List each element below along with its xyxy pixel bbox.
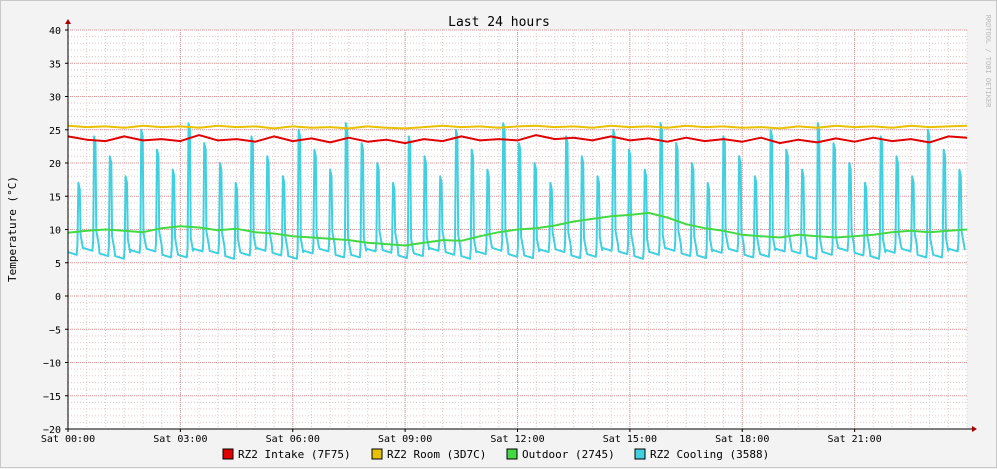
- legend-label-3: RZ2 Cooling (3588): [650, 448, 769, 461]
- series-line-0: [67, 134, 968, 145]
- x-tick-label: Sat 12:00: [490, 434, 544, 445]
- legend-swatch-3: [634, 448, 646, 460]
- y-tick-label: −20: [43, 425, 61, 436]
- y-tick-label: 0: [55, 292, 61, 303]
- legend-label-0: RZ2 Intake (7F75): [238, 448, 351, 461]
- y-tick-label: 40: [49, 26, 61, 37]
- rrdtool-watermark: RRDTOOL / TOBI OETIKER: [984, 15, 992, 109]
- y-tick-label: 10: [49, 226, 61, 237]
- legend-label-1: RZ2 Room (3D7C): [387, 448, 486, 461]
- x-tick-label: Sat 15:00: [603, 434, 657, 445]
- legend-swatch-1: [371, 448, 383, 460]
- y-axis-arrow: [65, 19, 71, 24]
- x-tick-label: Sat 18:00: [715, 434, 769, 445]
- y-tick-label: 20: [49, 159, 61, 170]
- y-tick-label: 15: [49, 192, 61, 203]
- y-axis-label: Temperature (°C): [6, 176, 19, 282]
- series-line-1: [67, 124, 968, 130]
- y-tick-label: 25: [49, 126, 61, 137]
- series-line-3: [67, 122, 966, 260]
- x-axis-arrow: [972, 426, 977, 432]
- x-tick-label: Sat 00:00: [41, 434, 95, 445]
- legend-label-2: Outdoor (2745): [522, 448, 615, 461]
- y-tick-label: 35: [49, 59, 61, 70]
- y-tick-label: −15: [43, 392, 61, 403]
- y-tick-label: 30: [49, 93, 61, 104]
- chart-title: Last 24 hours: [448, 15, 550, 30]
- y-tick-label: 5: [55, 259, 61, 270]
- y-tick-label: −5: [49, 325, 61, 336]
- x-tick-label: Sat 06:00: [266, 434, 320, 445]
- x-tick-label: Sat 21:00: [828, 434, 882, 445]
- y-tick-label: −10: [43, 359, 61, 370]
- series-line-2: [67, 211, 968, 247]
- legend-swatch-0: [222, 448, 234, 460]
- legend-swatch-2: [506, 448, 518, 460]
- x-tick-label: Sat 03:00: [153, 434, 207, 445]
- x-tick-label: Sat 09:00: [378, 434, 432, 445]
